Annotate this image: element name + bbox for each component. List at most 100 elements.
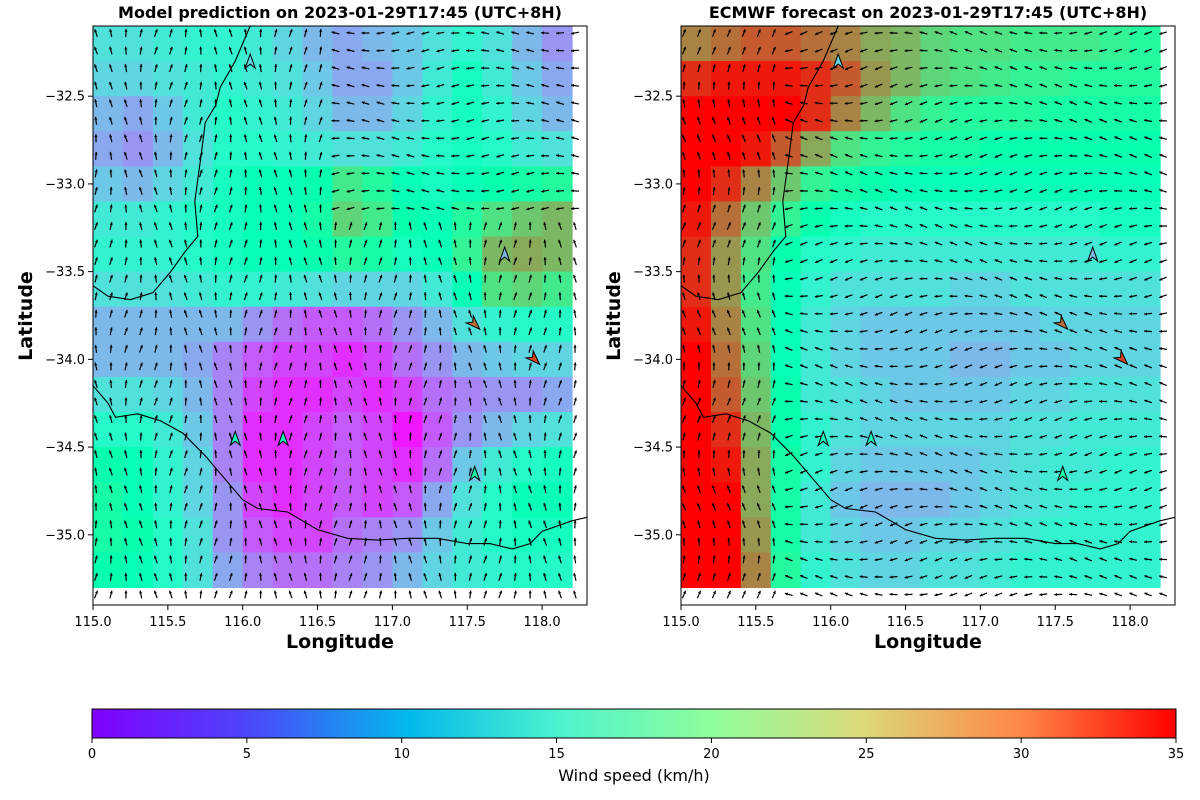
wind-arrow — [393, 397, 397, 406]
wind-arrow — [394, 257, 398, 266]
wind-arrow — [1009, 207, 1018, 211]
wind-arrow — [573, 344, 577, 353]
heatmap-cell — [362, 236, 393, 273]
wind-arrow — [1009, 311, 1018, 316]
wind-arrow — [334, 432, 338, 441]
heatmap-cell — [212, 517, 244, 553]
wind-arrow — [964, 522, 973, 526]
heatmap-cell — [302, 61, 334, 97]
plot-frame — [680, 25, 1176, 606]
wind-arrow — [1099, 223, 1108, 229]
wind-arrow — [1159, 592, 1168, 597]
wind-arrow — [712, 64, 716, 73]
wind-arrow — [742, 555, 746, 564]
wind-arrow — [697, 344, 701, 353]
wind-arrow — [859, 31, 868, 35]
wind-arrow — [453, 397, 457, 406]
wind-arrow — [814, 312, 823, 316]
wind-arrow — [1084, 311, 1093, 316]
heatmap-cell — [950, 341, 981, 378]
wind-arrow — [498, 485, 502, 494]
wind-arrow — [859, 66, 868, 71]
wind-arrow — [274, 309, 278, 318]
wind-arrow — [741, 327, 746, 336]
wind-arrow — [964, 206, 973, 210]
wind-arrow — [742, 450, 746, 459]
wind-arrow — [228, 29, 233, 37]
wind-arrow — [154, 99, 158, 108]
wind-arrow — [304, 485, 308, 494]
wind-arrow — [229, 292, 233, 301]
wind-arrow — [1054, 188, 1063, 193]
wind-arrow — [1114, 171, 1123, 175]
wind-arrow — [168, 432, 173, 441]
wind-arrow — [1159, 381, 1167, 387]
heatmap-cell — [93, 341, 124, 378]
wind-arrow — [511, 206, 520, 211]
heatmap-cell — [512, 376, 543, 413]
wind-arrow — [288, 239, 293, 248]
wind-arrow — [543, 537, 548, 546]
wind-arrow — [964, 241, 973, 246]
station-marker — [817, 429, 830, 447]
wind-arrow — [498, 309, 502, 318]
wind-arrow — [558, 502, 562, 511]
heatmap-cell — [542, 447, 573, 483]
wind-arrow — [1099, 84, 1108, 87]
heatmap-cell — [1100, 61, 1131, 97]
wind-arrow — [844, 259, 853, 264]
wind-arrow — [949, 259, 958, 264]
wind-arrow — [468, 274, 472, 283]
wind-arrow — [859, 83, 868, 88]
wind-arrow — [348, 239, 353, 248]
heatmap-cell — [681, 552, 712, 589]
wind-arrow — [904, 575, 913, 579]
wind-arrow — [874, 66, 883, 71]
heatmap-cell — [542, 61, 573, 97]
wind-arrow — [406, 136, 415, 140]
wind-arrow — [289, 327, 293, 336]
wind-arrow — [1069, 118, 1078, 123]
wind-arrow — [543, 397, 547, 406]
wind-arrow — [844, 364, 853, 369]
heatmap-cell — [1010, 96, 1041, 132]
wind-arrow — [994, 66, 1003, 71]
wind-arrow — [1144, 66, 1152, 70]
wind-arrow — [408, 344, 413, 353]
wind-arrow — [229, 134, 233, 143]
wind-arrow — [169, 467, 173, 476]
heatmap-cell — [182, 236, 214, 273]
heatmap-cell — [452, 201, 483, 238]
wind-arrow — [333, 485, 338, 494]
wind-arrow — [934, 31, 943, 35]
wind-arrow — [139, 467, 143, 476]
wind-arrow — [844, 347, 853, 351]
wind-arrow — [844, 101, 853, 105]
wind-arrow — [570, 189, 580, 193]
wind-arrow — [543, 362, 547, 371]
heatmap-cell — [122, 131, 154, 167]
heatmap-cell — [950, 306, 981, 343]
wind-arrow — [303, 432, 308, 441]
wind-arrow — [109, 485, 113, 494]
heatmap-cell — [452, 61, 483, 97]
wind-arrow — [889, 154, 898, 158]
wind-arrow — [756, 134, 761, 143]
wind-arrow — [453, 257, 457, 266]
wind-arrow — [199, 257, 203, 266]
heatmap-cell — [392, 412, 423, 448]
wind-arrow — [799, 259, 808, 264]
wind-arrow — [859, 592, 868, 597]
heatmap-cell — [1040, 482, 1071, 518]
wind-arrow — [483, 344, 487, 353]
wind-arrow — [468, 520, 473, 529]
colorbar-tick-label: 30 — [1013, 747, 1030, 762]
wind-arrow — [573, 274, 577, 283]
heatmap-cell — [422, 482, 453, 518]
wind-arrow — [1024, 154, 1033, 158]
wind-arrow — [934, 259, 943, 263]
wind-arrow — [124, 450, 128, 459]
wind-arrow — [573, 415, 577, 423]
heatmap-cell — [890, 96, 922, 132]
wind-arrow — [438, 467, 443, 476]
